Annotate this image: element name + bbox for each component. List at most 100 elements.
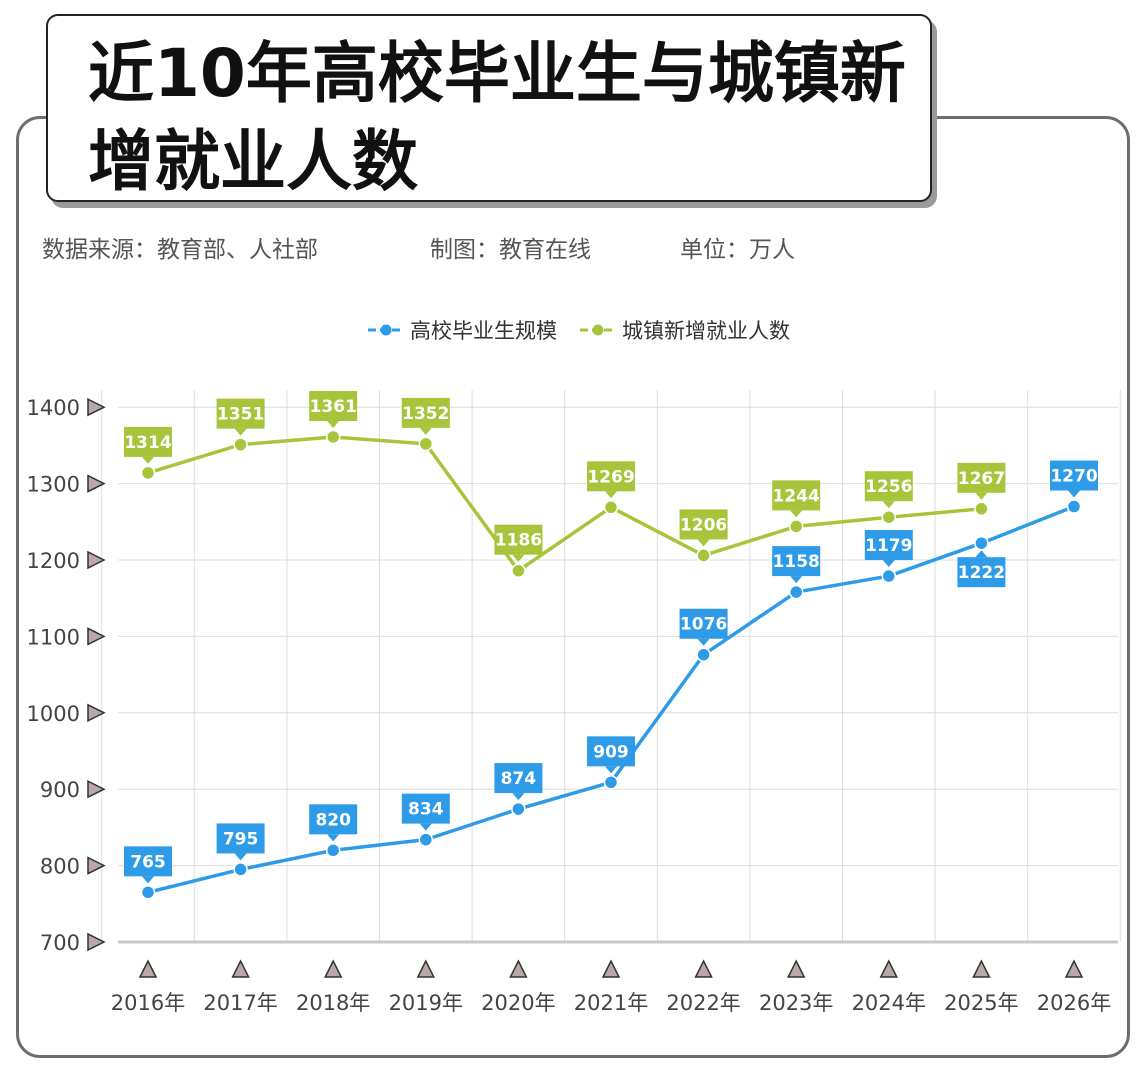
- data-point: [974, 501, 989, 517]
- data-label-box: [124, 426, 172, 457]
- x-tick-marker-icon: [879, 959, 899, 978]
- data-point: [696, 548, 711, 563]
- y-tick-marker-icon: [87, 932, 106, 952]
- data-point: [696, 647, 711, 662]
- x-tick-label: 2017年: [203, 991, 277, 1015]
- data-label-pointer: [1068, 490, 1080, 498]
- data-label-pointer: [234, 853, 247, 861]
- data-label-pointer: [512, 554, 525, 562]
- data-label-box: [587, 736, 635, 767]
- data-label: 1270: [1050, 467, 1097, 487]
- x-tick-label: 2024年: [852, 991, 926, 1015]
- data-label-box: [679, 608, 728, 639]
- x-tick-marker-icon: [416, 959, 436, 978]
- data-label-pointer: [790, 576, 803, 584]
- data-label-pointer: [697, 539, 710, 547]
- data-label-pointer: [697, 638, 710, 646]
- data-label-pointer: [142, 456, 154, 464]
- data-label-box: [401, 397, 450, 428]
- data-label-pointer: [605, 766, 617, 774]
- data-label-box: [864, 530, 913, 561]
- legend-marker: [380, 324, 392, 336]
- source-note: 数据来源：教育部、人社部: [42, 237, 318, 263]
- y-tick-marker-icon: [87, 627, 106, 646]
- x-tick-marker-icon: [694, 959, 713, 978]
- page-title: 近10年高校毕业生与城镇新增就业人数: [88, 35, 906, 200]
- data-label-pointer: [790, 510, 803, 518]
- x-tick-label: 2016年: [111, 991, 185, 1015]
- data-label: 1352: [402, 404, 449, 424]
- data-label-pointer: [975, 492, 988, 500]
- data-label-pointer: [605, 491, 617, 499]
- data-point: [881, 509, 897, 525]
- series-graduates: 765 795 820 834 874 909 1076 1158 1179 1222 1270: [124, 460, 1098, 900]
- data-label-box: [957, 462, 1006, 493]
- data-label-pointer: [327, 834, 340, 842]
- data-label-box: [216, 398, 265, 429]
- data-label-box: [679, 509, 728, 540]
- data-point: [233, 437, 248, 452]
- x-tick-marker-icon: [509, 959, 528, 978]
- data-label: 1256: [865, 477, 912, 497]
- data-point: [140, 465, 156, 481]
- legend-label: 城镇新增就业人数: [622, 319, 790, 343]
- data-label-box: [124, 846, 172, 877]
- y-tick-marker-icon: [87, 856, 106, 875]
- data-label: 1314: [124, 433, 171, 453]
- data-label-box: [957, 557, 1006, 588]
- y-tick-marker-icon: [87, 779, 106, 799]
- data-point: [511, 801, 526, 817]
- x-tick-label: 2026年: [1037, 991, 1111, 1015]
- title-box: 近10年高校毕业生与城镇新增就业人数: [46, 14, 932, 202]
- data-label-box: [864, 471, 913, 502]
- data-point: [325, 843, 341, 858]
- data-label-box: [1050, 460, 1098, 491]
- series-employment: 1314 1351 1361 1352 1186 1269 1206 1244 1256 1267: [124, 390, 1006, 578]
- data-label-pointer: [882, 501, 895, 509]
- data-point: [788, 584, 804, 600]
- data-label: 834: [408, 800, 444, 820]
- legend: 高校毕业生规模 城镇新增就业人数: [368, 319, 790, 343]
- data-label: 1267: [958, 469, 1005, 489]
- y-tick-marker-icon: [87, 397, 106, 417]
- x-tick-marker-icon: [786, 959, 806, 978]
- x-tick-label: 2022年: [666, 991, 740, 1015]
- x-tick-marker-icon: [972, 959, 991, 978]
- x-tick-marker-icon: [231, 959, 250, 978]
- x-tick-label: 2019年: [389, 991, 463, 1015]
- data-label-box: [772, 480, 821, 511]
- data-label-box: [494, 524, 543, 555]
- data-label-box: [494, 763, 543, 794]
- data-point: [418, 832, 434, 847]
- legend-label: 高校毕业生规模: [410, 319, 557, 343]
- data-label-pointer: [142, 876, 154, 884]
- data-point: [140, 885, 156, 900]
- y-tick-label: 1200: [27, 549, 80, 573]
- data-point: [974, 535, 989, 551]
- x-tick-label: 2021年: [574, 991, 648, 1015]
- y-tick-label: 1100: [27, 625, 80, 649]
- y-tick-label: 1300: [27, 473, 80, 497]
- data-label: 1076: [680, 615, 727, 635]
- data-label: 820: [315, 810, 351, 830]
- producer-note: 制图：教育在线: [430, 237, 591, 263]
- data-label-box: [587, 461, 635, 492]
- data-point: [233, 862, 248, 877]
- data-label-pointer: [512, 793, 525, 801]
- data-label-pointer: [975, 550, 988, 558]
- data-point: [881, 568, 897, 584]
- data-label-box: [216, 823, 265, 854]
- data-label-pointer: [327, 420, 340, 428]
- data-point: [603, 500, 619, 515]
- data-label-box: [309, 390, 358, 421]
- y-tick-marker-icon: [87, 474, 106, 493]
- data-label: 765: [130, 852, 166, 872]
- data-label: 795: [223, 829, 259, 849]
- y-tick-marker-icon: [87, 550, 106, 570]
- x-tick-label: 2023年: [759, 991, 833, 1015]
- data-point: [325, 429, 341, 445]
- data-label: 1179: [865, 536, 912, 556]
- data-label: 1269: [587, 467, 634, 487]
- data-point: [418, 436, 434, 452]
